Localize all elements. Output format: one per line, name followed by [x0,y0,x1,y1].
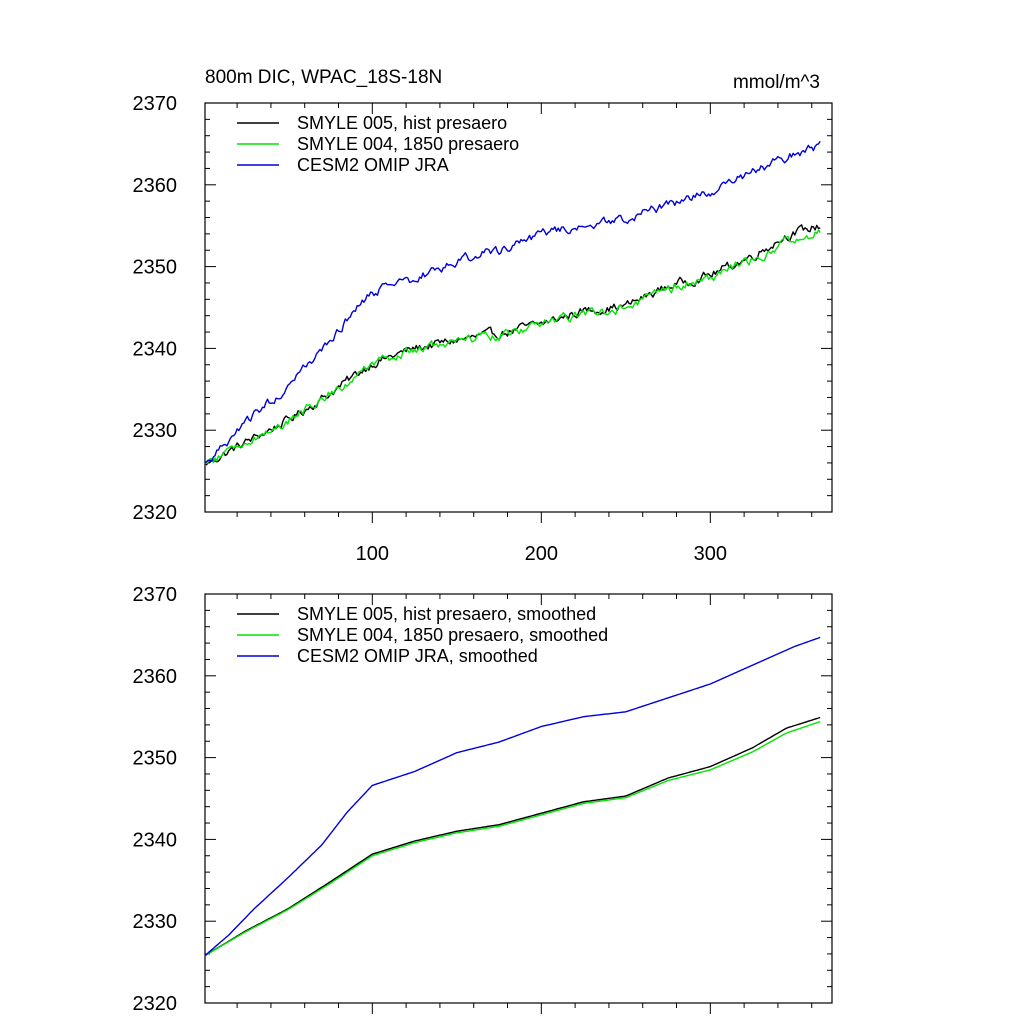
legend-label: SMYLE 004, 1850 presaero [297,134,519,154]
y-tick-label: 2360 [133,175,178,197]
series-line-2 [204,229,821,465]
series-line-3 [204,140,821,464]
legend-label: CESM2 OMIP JRA [297,155,449,175]
y-tick-label: 2340 [133,829,178,851]
plot-frame [204,593,833,1004]
y-tick-label: 2360 [133,666,178,688]
units-label: mmol/m^3 [733,72,820,93]
y-tick-label: 2370 [133,584,178,606]
y-tick-label: 2350 [133,257,178,279]
y-tick-label: 2320 [133,993,178,1015]
series-line-1 [204,716,821,957]
bottom-panel: 2320 2330 2340 2350 2360 2370 SMYLE 005, hist … [133,584,833,1015]
x-tick-label: 300 [694,543,727,565]
plot-frame [204,102,833,513]
x-tick-label: 200 [525,543,558,565]
y-tick-label: 2330 [133,911,178,933]
y-tick-label: 2320 [133,502,178,524]
y-tick-label: 2330 [133,420,178,442]
legend-label: SMYLE 004, 1850 presaero, smoothed [297,625,608,645]
legend-label: CESM2 OMIP JRA, smoothed [297,646,538,666]
y-tick-label: 2350 [133,748,178,770]
legend-label: SMYLE 005, hist presaero [297,113,507,133]
y-tick-label: 2370 [133,93,178,115]
legend-label: SMYLE 005, hist presaero, smoothed [297,604,596,624]
series-line-1 [204,224,821,466]
chart-title: 800m DIC, WPAC_18S-18N [205,67,442,88]
x-tick-label: 100 [356,543,389,565]
y-tick-label: 2340 [133,338,178,360]
series-line-2 [204,720,821,957]
top-panel: 2320 2330 2340 2350 2360 2370 100 200 300 800m DI… [133,67,833,565]
series-line-3 [204,636,821,957]
